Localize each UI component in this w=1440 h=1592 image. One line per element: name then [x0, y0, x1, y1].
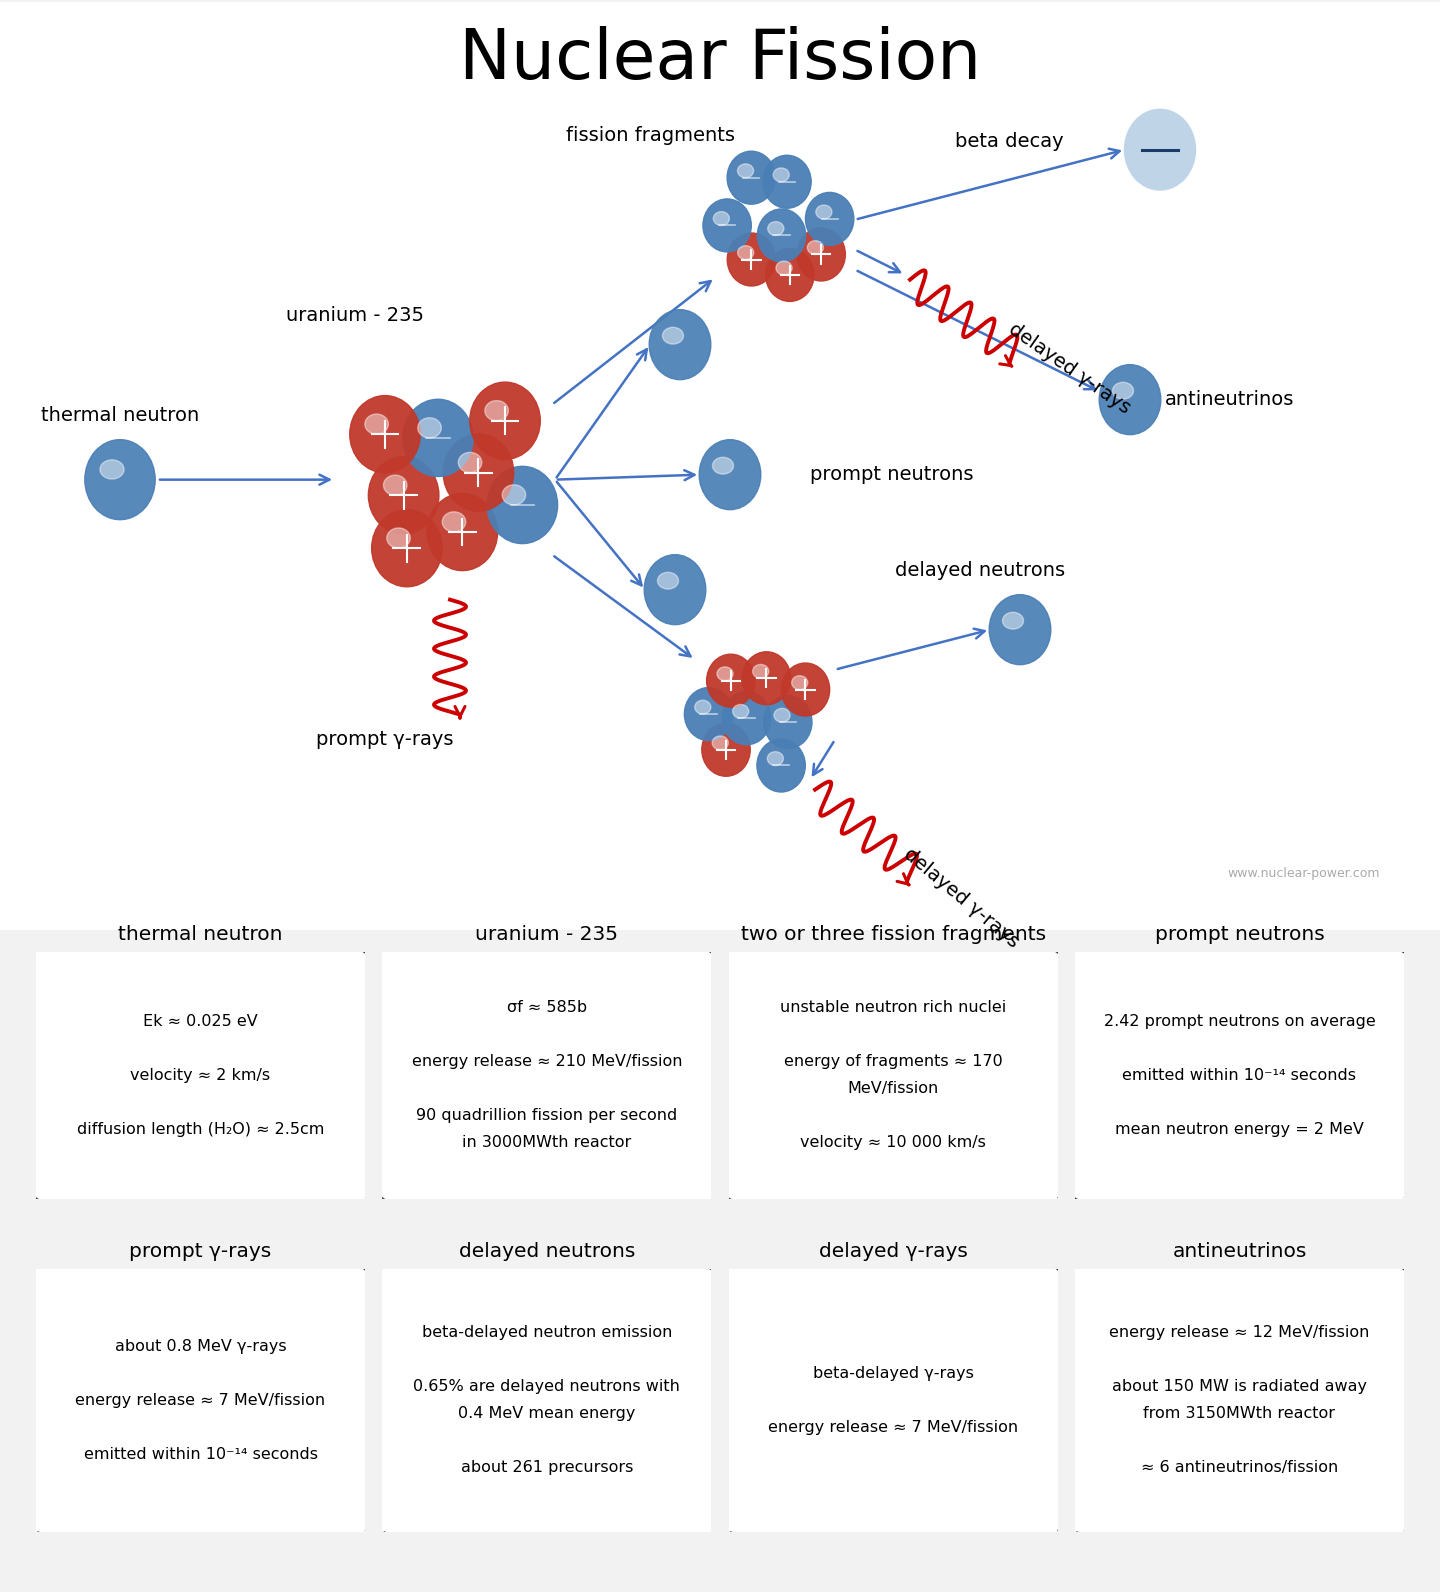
Ellipse shape	[662, 328, 684, 344]
Ellipse shape	[387, 529, 410, 548]
Ellipse shape	[694, 700, 711, 715]
Ellipse shape	[99, 460, 124, 479]
Ellipse shape	[763, 156, 811, 209]
Ellipse shape	[644, 554, 706, 624]
Ellipse shape	[485, 401, 508, 420]
Ellipse shape	[503, 486, 526, 505]
Text: prompt γ-rays: prompt γ-rays	[317, 729, 454, 748]
FancyBboxPatch shape	[379, 1266, 714, 1535]
Text: thermal neutron: thermal neutron	[40, 406, 199, 425]
Ellipse shape	[418, 417, 441, 438]
Ellipse shape	[727, 151, 776, 204]
Ellipse shape	[428, 494, 498, 570]
Ellipse shape	[364, 414, 389, 435]
Ellipse shape	[469, 382, 540, 460]
Ellipse shape	[1002, 613, 1024, 629]
Text: prompt neutrons: prompt neutrons	[1155, 925, 1325, 944]
Ellipse shape	[383, 474, 408, 495]
Text: beta-delayed γ-rays

energy release ≈ 7 MeV/fission: beta-delayed γ-rays energy release ≈ 7 M…	[768, 1366, 1018, 1434]
Ellipse shape	[369, 457, 439, 533]
Ellipse shape	[796, 228, 845, 280]
Ellipse shape	[658, 572, 678, 589]
Ellipse shape	[805, 193, 854, 245]
Ellipse shape	[403, 400, 474, 476]
Ellipse shape	[350, 395, 420, 473]
Text: σf ≈ 585b

energy release ≈ 210 MeV/fission

90 quadrillion fission per second
i: σf ≈ 585b energy release ≈ 210 MeV/fissi…	[412, 1000, 683, 1151]
Text: unstable neutron rich nuclei

energy of fragments ≈ 170
MeV/fission

velocity ≈ : unstable neutron rich nuclei energy of f…	[780, 1000, 1007, 1151]
Ellipse shape	[733, 704, 749, 718]
Ellipse shape	[458, 452, 482, 473]
Text: www.nuclear-power.com: www.nuclear-power.com	[1227, 866, 1380, 880]
Ellipse shape	[737, 245, 753, 259]
Ellipse shape	[717, 667, 733, 681]
FancyBboxPatch shape	[1071, 1266, 1407, 1535]
FancyBboxPatch shape	[0, 0, 1440, 944]
Ellipse shape	[372, 509, 442, 587]
Text: fission fragments: fission fragments	[566, 126, 734, 145]
Ellipse shape	[792, 675, 808, 689]
Ellipse shape	[713, 736, 729, 750]
Ellipse shape	[782, 662, 829, 716]
Ellipse shape	[766, 248, 814, 301]
Text: uranium - 235: uranium - 235	[475, 925, 618, 944]
Ellipse shape	[776, 261, 792, 275]
Text: two or three fission fragments: two or three fission fragments	[740, 925, 1045, 944]
Ellipse shape	[1113, 382, 1133, 400]
Ellipse shape	[808, 240, 824, 255]
Text: delayed γ-rays: delayed γ-rays	[1005, 320, 1133, 417]
Ellipse shape	[703, 199, 752, 252]
Ellipse shape	[723, 693, 770, 745]
Ellipse shape	[773, 167, 789, 181]
Text: Ek ≈ 0.025 eV

velocity ≈ 2 km/s

diffusion length (H₂O) ≈ 2.5cm: Ek ≈ 0.025 eV velocity ≈ 2 km/s diffusio…	[76, 1014, 324, 1137]
Text: delayed γ-rays: delayed γ-rays	[819, 1242, 968, 1261]
FancyBboxPatch shape	[33, 1266, 369, 1535]
Ellipse shape	[1099, 365, 1161, 435]
Text: energy release ≈ 12 MeV/fission

about 150 MW is radiated away
from 3150MWth rea: energy release ≈ 12 MeV/fission about 15…	[1109, 1325, 1369, 1476]
FancyBboxPatch shape	[726, 1266, 1061, 1535]
Text: antineutrinos: antineutrinos	[1172, 1242, 1306, 1261]
Ellipse shape	[816, 205, 832, 218]
Text: delayed γ-rays: delayed γ-rays	[900, 845, 1022, 952]
Ellipse shape	[487, 466, 557, 543]
Ellipse shape	[707, 654, 755, 707]
Ellipse shape	[757, 739, 805, 791]
Ellipse shape	[713, 457, 733, 474]
FancyBboxPatch shape	[379, 949, 714, 1202]
Text: beta-delayed neutron emission

0.65% are delayed neutrons with
0.4 MeV mean ener: beta-delayed neutron emission 0.65% are …	[413, 1325, 680, 1476]
Text: prompt γ-rays: prompt γ-rays	[130, 1242, 272, 1261]
Ellipse shape	[713, 212, 730, 226]
Ellipse shape	[737, 164, 753, 178]
Ellipse shape	[444, 435, 514, 511]
Ellipse shape	[757, 209, 806, 263]
Ellipse shape	[773, 708, 791, 723]
Text: Nuclear Fission: Nuclear Fission	[459, 25, 981, 94]
Text: delayed neutrons: delayed neutrons	[896, 560, 1066, 579]
Ellipse shape	[700, 439, 760, 509]
Text: uranium - 235: uranium - 235	[287, 306, 423, 325]
Text: prompt neutrons: prompt neutrons	[809, 465, 973, 484]
Text: delayed neutrons: delayed neutrons	[459, 1242, 635, 1261]
Text: antineutrinos: antineutrinos	[1165, 390, 1295, 409]
Text: about 0.8 MeV γ-rays

energy release ≈ 7 MeV/fission

emitted within 10⁻¹⁴ secon: about 0.8 MeV γ-rays energy release ≈ 7 …	[75, 1339, 325, 1461]
Text: beta decay: beta decay	[955, 132, 1064, 151]
Ellipse shape	[649, 310, 711, 379]
Ellipse shape	[768, 221, 783, 236]
Text: 2.42 prompt neutrons on average

emitted within 10⁻¹⁴ seconds

mean neutron ener: 2.42 prompt neutrons on average emitted …	[1103, 1014, 1375, 1137]
FancyBboxPatch shape	[1071, 949, 1407, 1202]
Ellipse shape	[742, 651, 791, 705]
FancyBboxPatch shape	[33, 949, 369, 1202]
Ellipse shape	[684, 688, 733, 740]
Ellipse shape	[727, 232, 776, 287]
Ellipse shape	[989, 595, 1051, 665]
Text: thermal neutron: thermal neutron	[118, 925, 282, 944]
Ellipse shape	[753, 664, 769, 678]
Ellipse shape	[701, 723, 750, 777]
Ellipse shape	[1125, 110, 1195, 189]
Ellipse shape	[763, 696, 812, 748]
FancyBboxPatch shape	[726, 949, 1061, 1202]
Ellipse shape	[442, 511, 465, 532]
Ellipse shape	[768, 751, 783, 766]
Ellipse shape	[85, 439, 156, 519]
